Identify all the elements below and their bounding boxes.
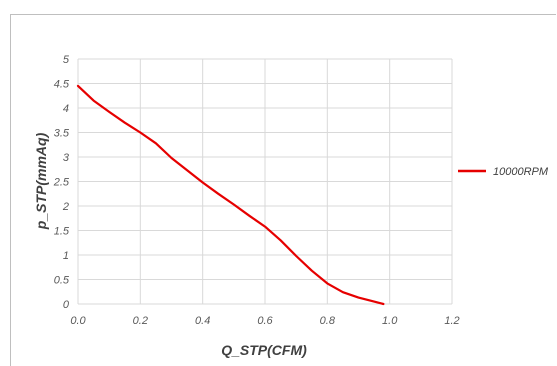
ticks: 0 0.5 1 1.5 2 2.5 3 3.5 4 4.5 5 0.0 0.2 0.4 0.6 0.8 1.0 1…: [53, 54, 460, 327]
grid: [77, 58, 453, 305]
x-tick-label: 0.2: [133, 315, 148, 327]
x-axis-title: Q_STP(CFM): [221, 342, 307, 358]
y-tick-label: 3: [63, 152, 70, 164]
legend: 10000RPM: [458, 166, 549, 178]
series: [76, 84, 385, 306]
x-tick-label: 1.0: [382, 315, 398, 327]
y-tick-label: 4.5: [54, 79, 70, 91]
x-tick-label: 1.2: [444, 315, 459, 327]
y-tick-label: 0: [63, 299, 70, 311]
y-tick-label: 0.5: [54, 275, 70, 287]
legend-label: 10000RPM: [493, 166, 549, 178]
series-line-10000RPM: [76, 84, 385, 306]
x-tick-label: 0.0: [70, 315, 86, 327]
x-tick-label: 0.8: [320, 315, 336, 327]
y-tick-label: 2.5: [53, 177, 70, 189]
y-axis-title: p_STP(mmAq): [33, 132, 49, 230]
x-tick-label: 0.4: [195, 315, 210, 327]
y-tick-label: 4: [63, 103, 69, 115]
y-tick-label: 5: [63, 54, 70, 66]
chart-frame: [10, 14, 556, 366]
y-tick-label: 3.5: [54, 128, 70, 140]
y-tick-label: 2: [62, 201, 69, 213]
x-tick-label: 0.6: [257, 315, 273, 327]
y-tick-label: 1: [63, 250, 69, 262]
y-tick-label: 1.5: [54, 226, 70, 238]
